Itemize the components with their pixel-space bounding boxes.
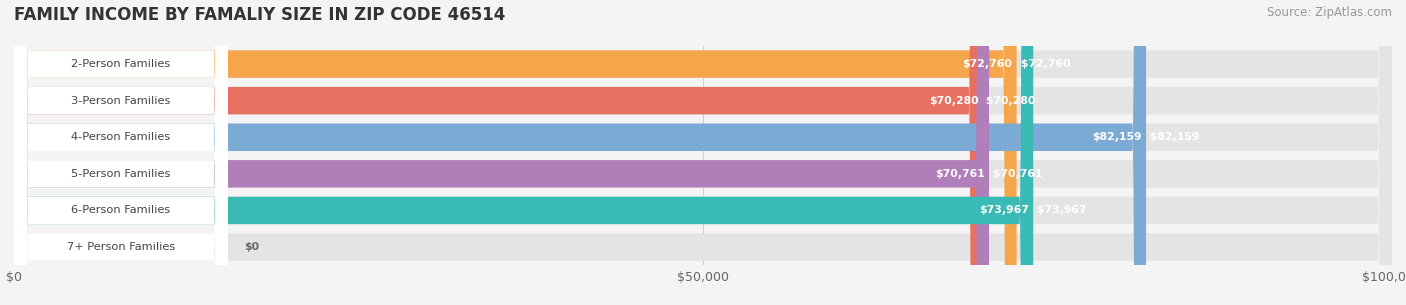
FancyBboxPatch shape	[14, 0, 1392, 305]
FancyBboxPatch shape	[14, 0, 983, 305]
Text: $72,760: $72,760	[1017, 59, 1070, 69]
FancyBboxPatch shape	[14, 0, 228, 305]
Text: $73,967: $73,967	[1033, 206, 1087, 215]
Text: Source: ZipAtlas.com: Source: ZipAtlas.com	[1267, 6, 1392, 19]
FancyBboxPatch shape	[14, 0, 988, 305]
Text: 2-Person Families: 2-Person Families	[72, 59, 170, 69]
Text: FAMILY INCOME BY FAMALIY SIZE IN ZIP CODE 46514: FAMILY INCOME BY FAMALIY SIZE IN ZIP COD…	[14, 6, 505, 24]
Text: 4-Person Families: 4-Person Families	[72, 132, 170, 142]
Text: 6-Person Families: 6-Person Families	[72, 206, 170, 215]
Text: $82,159: $82,159	[1146, 132, 1199, 142]
FancyBboxPatch shape	[14, 0, 1146, 305]
FancyBboxPatch shape	[14, 0, 1392, 305]
FancyBboxPatch shape	[14, 0, 1392, 305]
Text: $73,967: $73,967	[979, 206, 1029, 215]
FancyBboxPatch shape	[14, 0, 1392, 305]
Text: 3-Person Families: 3-Person Families	[72, 96, 170, 106]
Text: 7+ Person Families: 7+ Person Families	[66, 242, 174, 252]
Text: $82,159: $82,159	[1092, 132, 1142, 142]
FancyBboxPatch shape	[14, 0, 228, 305]
FancyBboxPatch shape	[14, 0, 1033, 305]
Text: $72,760: $72,760	[963, 59, 1012, 69]
FancyBboxPatch shape	[14, 0, 1017, 305]
Text: $0: $0	[245, 242, 259, 252]
FancyBboxPatch shape	[14, 0, 1392, 305]
Text: 5-Person Families: 5-Person Families	[72, 169, 170, 179]
FancyBboxPatch shape	[14, 0, 1392, 305]
FancyBboxPatch shape	[14, 0, 228, 305]
FancyBboxPatch shape	[14, 0, 228, 305]
FancyBboxPatch shape	[14, 0, 228, 305]
Text: $70,761: $70,761	[935, 169, 986, 179]
Text: $70,761: $70,761	[988, 169, 1043, 179]
FancyBboxPatch shape	[14, 0, 228, 305]
Text: $70,280: $70,280	[983, 96, 1036, 106]
Text: $70,280: $70,280	[929, 96, 979, 106]
